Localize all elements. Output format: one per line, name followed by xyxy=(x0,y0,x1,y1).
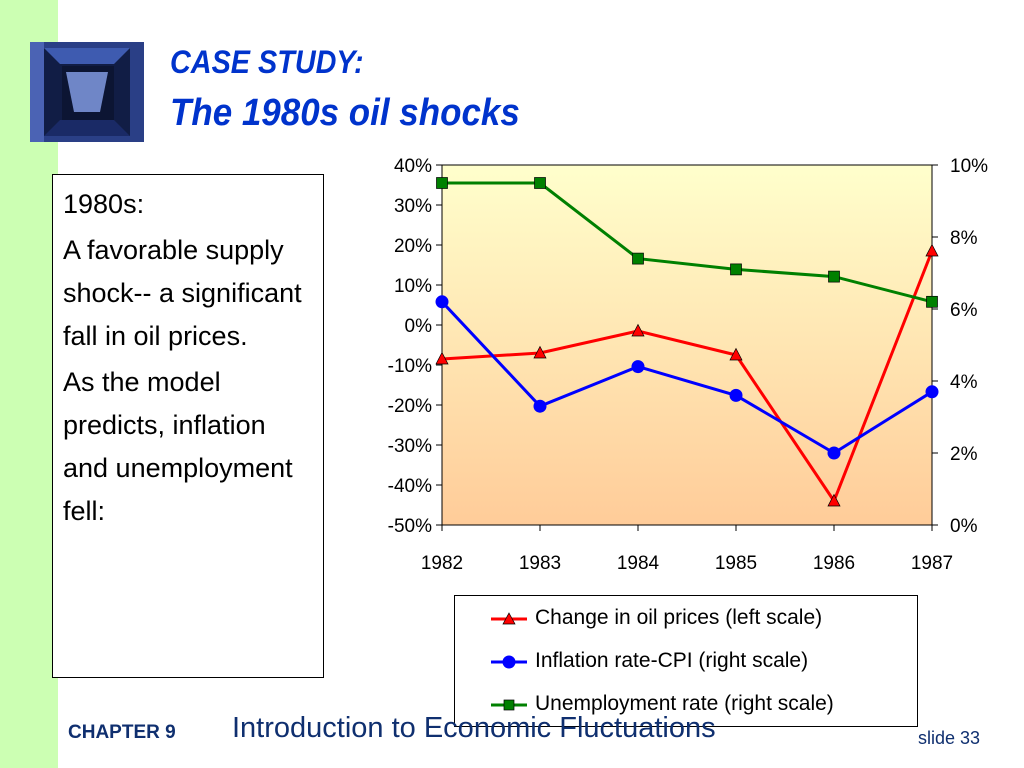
left-tick-label: -20% xyxy=(388,396,432,417)
legend-label: Change in oil prices (left scale) xyxy=(535,606,823,629)
plot-area xyxy=(441,164,933,526)
data-point xyxy=(631,360,645,374)
right-tick-label: 0% xyxy=(950,516,978,537)
x-tick-label: 1984 xyxy=(617,553,660,574)
left-tick-label: 20% xyxy=(394,236,432,257)
legend-label: Unemployment rate (right scale) xyxy=(535,692,834,715)
x-tick-label: 1982 xyxy=(421,553,463,574)
data-point xyxy=(631,323,645,337)
right-tick-label: 10% xyxy=(950,156,988,177)
series-line-1 xyxy=(440,300,933,455)
legend-swatch-unemployment xyxy=(491,699,527,711)
data-point xyxy=(828,270,840,283)
data-point xyxy=(827,446,841,460)
data-point xyxy=(436,177,448,189)
oil-shock-chart: 40% 30% 20% 10% 0% -10% -20% -30% -40% -50% 10% 8% 6… xyxy=(388,156,988,574)
left-tick-label: 40% xyxy=(394,156,432,177)
data-point xyxy=(729,347,743,361)
right-tick-label: 8% xyxy=(950,228,978,249)
left-tick-label: -50% xyxy=(388,516,432,537)
text-paragraph: 1980s: xyxy=(63,189,145,219)
text-paragraph: As the model predicts, inflation and une… xyxy=(63,367,293,526)
series-line-0 xyxy=(441,250,934,505)
data-point xyxy=(827,493,841,507)
legend-label: Inflation rate-CPI (right scale) xyxy=(535,649,809,672)
x-tick-label: 1983 xyxy=(519,553,561,574)
data-point xyxy=(925,243,939,257)
data-point xyxy=(925,385,939,399)
data-point xyxy=(729,388,743,402)
left-tick-label: 30% xyxy=(394,196,432,217)
right-tick-label: 6% xyxy=(950,300,978,321)
left-tick-label: -10% xyxy=(388,356,432,377)
legend-swatch-oil xyxy=(491,612,527,625)
data-point xyxy=(533,399,547,413)
footer-title: Introduction to Economic Fluctuations xyxy=(232,712,716,744)
data-point xyxy=(534,177,546,189)
x-tick-label: 1986 xyxy=(813,553,855,574)
legend-swatch-inflation xyxy=(491,655,527,669)
data-point xyxy=(435,351,449,365)
data-point xyxy=(632,252,644,265)
slide-title-line2: The 1980s oil shocks xyxy=(170,92,520,134)
x-tick-label: 1985 xyxy=(715,553,757,574)
legend: Change in oil prices (left scale) Inflat… xyxy=(454,595,918,727)
data-point xyxy=(533,345,547,359)
left-tick-label: -30% xyxy=(388,436,432,457)
right-tick-label: 4% xyxy=(950,372,978,393)
left-tick-label: 0% xyxy=(405,316,433,337)
left-tick-label: -40% xyxy=(388,476,432,497)
slide-number: slide 33 xyxy=(918,728,981,748)
text-paragraph: A favorable supply shock-- a significant… xyxy=(63,235,302,351)
data-point xyxy=(435,295,449,309)
text-box: 1980s: A favorable supply shock-- a sign… xyxy=(52,174,324,678)
right-tick-label: 2% xyxy=(950,444,978,465)
shaft-photo xyxy=(30,42,144,142)
footer-chapter: CHAPTER 9 xyxy=(68,722,176,743)
data-point xyxy=(730,263,742,276)
left-tick-label: 10% xyxy=(394,276,432,297)
slide-title-line1: CASE STUDY: xyxy=(170,44,364,80)
data-point xyxy=(926,295,938,308)
series-line-2 xyxy=(442,181,933,304)
x-tick-label: 1987 xyxy=(911,553,953,574)
